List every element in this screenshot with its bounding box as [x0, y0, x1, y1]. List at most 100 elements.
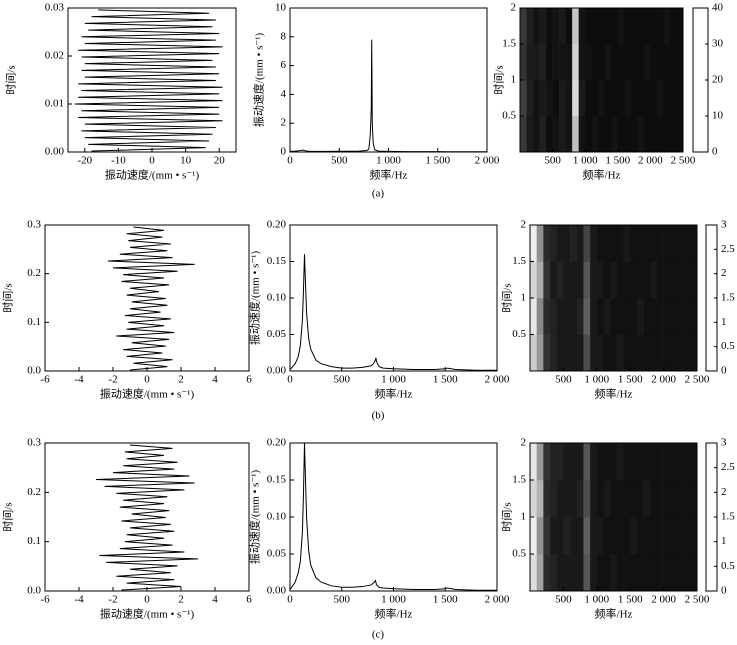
- x-tick-label: 1 000: [573, 155, 598, 167]
- x-tick-label: 1 500: [433, 374, 458, 386]
- heatmap-cell: [576, 225, 584, 262]
- heatmap-cell: [583, 298, 591, 335]
- x-axis-label: 频率/Hz: [583, 168, 621, 182]
- colorbar-tick-label: 1: [721, 535, 727, 547]
- plot-frame: [44, 442, 250, 592]
- heatmap-cell: [643, 225, 651, 262]
- colorbar-tick-label: 0.5: [721, 340, 735, 352]
- y-axis-label: 振动速度/(mm • s⁻¹): [252, 33, 266, 128]
- y-tick-label: 0.1: [27, 535, 41, 547]
- x-axis-label: 振动速度/(mm • s⁻¹): [100, 607, 195, 621]
- heatmap-cell: [630, 225, 638, 262]
- heatmap-cell: [526, 80, 534, 117]
- heatmap-cell: [563, 225, 571, 262]
- heatmap-cell: [670, 480, 678, 518]
- heatmap-cell: [563, 443, 571, 481]
- heatmap-cell: [630, 261, 638, 299]
- heatmap-cell: [520, 116, 527, 153]
- y-axis-label: 时间/s: [493, 65, 506, 94]
- y-tick-label: 6: [281, 59, 287, 71]
- heatmap-cell: [670, 298, 678, 335]
- heatmap-cell: [656, 298, 664, 335]
- heatmap-cell: [590, 298, 598, 335]
- heatmap-cell: [590, 443, 598, 481]
- heatmap-cell: [616, 480, 624, 518]
- heatmap-cell: [670, 334, 678, 372]
- heatmap-cell: [610, 261, 618, 299]
- x-tick-label: 2 500: [671, 155, 696, 167]
- heatmap-cell: [536, 517, 544, 555]
- data-line: [74, 9, 223, 152]
- heatmap-cell: [616, 261, 624, 299]
- y-axis-label: 振动速度/(mm • s⁻¹): [248, 470, 262, 565]
- colorbar-tick-label: 1.5: [721, 511, 735, 523]
- heatmap-cell: [643, 517, 651, 555]
- heatmap-cell: [611, 80, 619, 117]
- y-tick-label: 2: [511, 2, 517, 14]
- heatmap-cell: [591, 116, 599, 153]
- heatmap-cell: [650, 116, 658, 153]
- x-tick-label: 1 000: [584, 594, 609, 606]
- heatmap-cell: [539, 44, 547, 81]
- x-tick-label: 1 500: [433, 594, 458, 606]
- y-tick-label: 1.5: [502, 38, 516, 50]
- colorbar-tick-label: 2.5: [721, 243, 735, 255]
- heatmap-cell: [624, 80, 632, 117]
- heatmap-cell: [656, 8, 664, 45]
- heatmap-cell: [636, 480, 644, 518]
- heatmap-cell: [630, 8, 638, 45]
- x-tick-label: 1 000: [376, 155, 401, 167]
- heatmap-cell: [663, 261, 671, 299]
- heatmap-cell: [591, 8, 599, 45]
- heatmap-cell: [650, 443, 658, 481]
- heatmap-cell: [663, 80, 671, 117]
- heatmap-cell: [663, 225, 671, 262]
- x-tick-label: 2: [178, 594, 184, 606]
- heatmap-cell: [533, 44, 540, 81]
- heatmap-cell: [596, 480, 604, 518]
- data-line: [289, 254, 497, 371]
- heatmap-cell: [559, 8, 566, 45]
- heatmap-cell: [550, 225, 558, 262]
- heatmap-cell: [623, 334, 631, 372]
- heatmap-cell: [690, 554, 698, 592]
- heatmap-cell: [556, 517, 564, 555]
- heatmap-cell: [576, 554, 584, 592]
- heatmap-cell: [596, 554, 604, 592]
- y-tick-label: 0.20: [267, 437, 287, 449]
- heatmap-cell: [598, 44, 606, 81]
- heatmap-cell: [550, 298, 558, 335]
- heatmap-cell: [616, 554, 624, 592]
- heatmap-cell: [585, 44, 593, 81]
- heatmap-cell: [643, 116, 651, 153]
- heatmap-cell: [550, 443, 558, 481]
- heatmap-cell: [572, 80, 579, 117]
- x-tick-label: 1 000: [584, 374, 609, 386]
- y-axis-label: 时间/s: [2, 283, 15, 312]
- heatmap-cell: [643, 298, 651, 335]
- heatmap-cell: [690, 443, 698, 481]
- x-tick-label: 0: [144, 374, 150, 386]
- heatmap-cell: [670, 443, 678, 481]
- heatmap-cell: [630, 554, 638, 592]
- heatmap-cell: [530, 261, 537, 299]
- heatmap-cell: [572, 44, 579, 81]
- x-tick-label: 0: [149, 155, 155, 167]
- heatmap-cell: [576, 480, 584, 518]
- y-tick-label: 0.15: [267, 474, 287, 486]
- x-tick-label: 2 500: [685, 374, 710, 386]
- y-tick-label: 0.3: [27, 219, 41, 231]
- heatmap-cell: [643, 480, 651, 518]
- heatmap-cell: [583, 443, 591, 481]
- x-axis-label: 频率/Hz: [375, 387, 413, 401]
- x-tick-label: 1 000: [381, 374, 406, 386]
- x-tick-label: 1 500: [425, 155, 450, 167]
- heatmap-cell: [683, 443, 691, 481]
- x-tick-label: 0: [287, 155, 293, 167]
- y-tick-label: 0.01: [45, 98, 64, 110]
- heatmap-cell: [536, 480, 544, 518]
- heatmap-cell: [630, 116, 638, 153]
- heatmap-cell: [610, 480, 618, 518]
- heatmap-cell: [637, 80, 645, 117]
